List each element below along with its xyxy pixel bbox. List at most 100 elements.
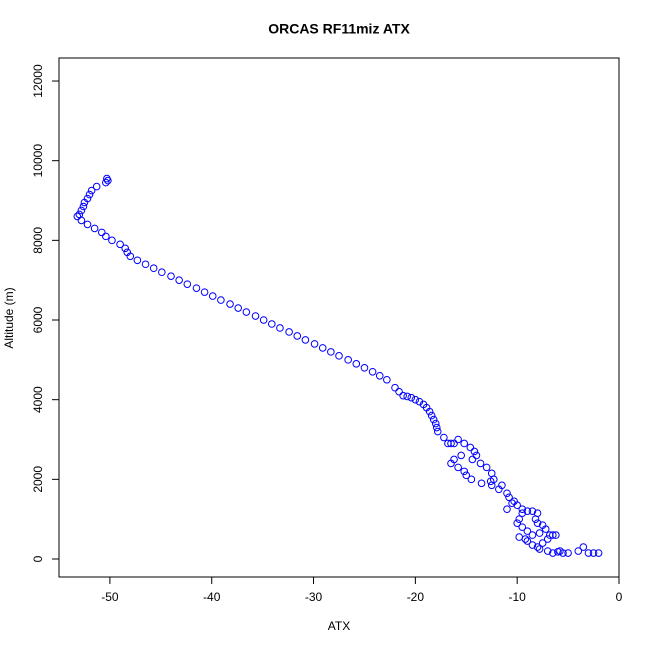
point: [383, 375, 391, 384]
point: [486, 477, 495, 486]
point: [259, 316, 268, 324]
point: [433, 427, 442, 436]
point: [104, 176, 112, 185]
point: [276, 324, 284, 332]
point: [83, 220, 92, 229]
point: [97, 228, 106, 237]
point: [431, 419, 440, 428]
point: [487, 481, 496, 490]
point: [217, 296, 225, 304]
point: [584, 549, 593, 557]
point: [200, 288, 209, 296]
point: [411, 395, 420, 404]
point: [403, 392, 412, 401]
point: [523, 527, 532, 535]
point: [549, 531, 557, 539]
point: [175, 276, 183, 284]
point: [73, 212, 82, 221]
point: [395, 387, 403, 396]
point: [391, 383, 399, 392]
point: [368, 367, 377, 376]
point: [503, 489, 511, 498]
x-tick-label: -10: [509, 590, 527, 604]
point: [77, 206, 86, 215]
point: [447, 459, 455, 468]
point: [498, 481, 506, 490]
point: [432, 423, 441, 432]
point: [589, 549, 598, 557]
y-tick-label: 10000: [31, 144, 45, 178]
point: [242, 308, 251, 316]
point: [268, 320, 276, 328]
y-axis-label: Altitude (m): [2, 287, 16, 348]
point: [476, 459, 485, 468]
point: [594, 549, 603, 557]
x-tick-label: -30: [305, 590, 323, 604]
point: [528, 507, 537, 515]
point: [508, 499, 516, 508]
point: [208, 292, 217, 300]
point: [407, 393, 416, 402]
point: [149, 264, 158, 273]
point: [472, 451, 481, 460]
point: [79, 202, 88, 211]
point: [116, 240, 124, 249]
point: [505, 493, 513, 502]
point: [541, 525, 550, 533]
point: [234, 304, 242, 312]
x-tick-label: -40: [203, 590, 221, 604]
x-tick-label: -20: [407, 590, 425, 604]
point: [126, 252, 135, 261]
point: [503, 505, 511, 514]
point: [535, 529, 544, 537]
point: [535, 545, 544, 553]
point: [523, 507, 532, 515]
x-axis-label: ATX: [328, 619, 350, 633]
point: [549, 549, 557, 557]
point: [470, 447, 479, 456]
point: [425, 407, 434, 416]
point: [429, 415, 438, 424]
point: [440, 433, 448, 442]
point: [226, 300, 234, 308]
point: [467, 475, 476, 484]
point: [318, 344, 327, 352]
point: [543, 535, 552, 543]
point: [513, 519, 521, 527]
point: [450, 439, 458, 448]
point: [251, 312, 260, 320]
point: [564, 549, 572, 557]
point: [460, 467, 469, 476]
point: [462, 471, 471, 480]
point: [533, 519, 542, 527]
point: [454, 463, 462, 472]
point: [460, 439, 469, 448]
point: [293, 332, 302, 340]
point: [466, 443, 475, 452]
point: [183, 280, 192, 288]
point: [518, 509, 527, 517]
point: [556, 547, 564, 555]
point: [538, 539, 547, 547]
y-tick-label: 4000: [31, 386, 45, 413]
plot-frame: [58, 57, 620, 578]
point: [515, 533, 524, 541]
y-tick-label: 2000: [31, 466, 45, 493]
point: [528, 531, 537, 539]
point: [327, 348, 335, 356]
point: [552, 531, 560, 539]
point: [523, 537, 532, 545]
point: [92, 182, 101, 191]
point: [574, 547, 583, 555]
point: [454, 435, 462, 444]
point: [192, 284, 201, 292]
x-tick-label: 0: [616, 590, 623, 604]
point: [375, 371, 384, 380]
point: [477, 479, 486, 488]
y-tick-label: 8000: [31, 227, 45, 254]
point: [167, 272, 175, 280]
point: [515, 515, 524, 523]
point: [310, 340, 319, 348]
point: [108, 236, 116, 245]
